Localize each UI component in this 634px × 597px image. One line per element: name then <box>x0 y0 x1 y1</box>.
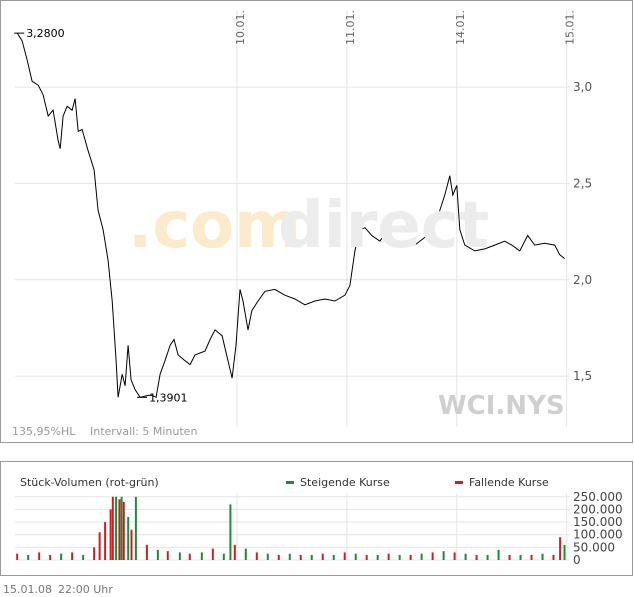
interval-note: Intervall: 5 Minuten <box>90 425 197 438</box>
y-tick-label: 200.000 <box>573 502 623 516</box>
y-tick-label: 250.000 <box>573 490 623 504</box>
volume-bar <box>266 553 269 560</box>
volume-bar <box>431 552 434 560</box>
volume-bar <box>563 544 566 560</box>
annotation-label: 1,3901 <box>149 391 188 404</box>
volume-bar <box>49 554 52 560</box>
volume-bar <box>486 554 489 560</box>
annotation-label: 3,2800 <box>26 27 65 40</box>
volume-bar <box>120 496 123 560</box>
volume-bar <box>16 553 19 560</box>
volume-bar <box>27 554 30 560</box>
price-frame <box>0 0 633 443</box>
legend-swatch <box>286 481 294 484</box>
volume-bar <box>109 509 112 560</box>
volume-bar <box>343 552 346 560</box>
volume-bar <box>104 522 107 560</box>
volume-bar <box>442 551 445 560</box>
watermark: .com direct WCI.NYS <box>128 189 565 421</box>
y-tick-label: 50.000 <box>573 540 615 554</box>
y-tick-label: 2,5 <box>573 176 592 190</box>
y-tick-label: 150.000 <box>573 515 623 529</box>
y-tick-label: 0 <box>573 553 581 567</box>
volume-bar <box>255 552 258 560</box>
volume-bar <box>376 554 379 560</box>
volume-bar <box>130 529 133 560</box>
volume-bar <box>519 554 522 560</box>
volume-bar <box>229 504 232 560</box>
volume-bar <box>354 553 357 560</box>
volume-bar <box>156 549 159 560</box>
volume-bar <box>134 496 137 560</box>
watermark-com: .com <box>128 189 301 263</box>
volume-bar <box>71 552 74 560</box>
volume-bar <box>409 554 412 560</box>
volume-bar <box>188 553 191 560</box>
volume-bar <box>118 499 121 560</box>
volume-bar <box>244 548 247 560</box>
volume-bar <box>497 549 500 560</box>
y-tick-label: 100.000 <box>573 528 623 542</box>
volume-bar <box>559 537 562 560</box>
volume-bar <box>178 552 181 560</box>
volume-bar <box>93 547 96 560</box>
volume-bar <box>277 554 280 560</box>
legend-label: Steigende Kurse <box>300 476 390 489</box>
volume-bar <box>222 553 225 560</box>
volume-bar <box>387 553 390 560</box>
y-tick-label: 3,0 <box>573 80 592 94</box>
volume-bar <box>552 554 555 560</box>
volume-bar <box>288 553 291 560</box>
volume-bar <box>464 553 467 560</box>
x-tick-label: 14.01. <box>454 10 467 45</box>
volume-bar <box>453 552 456 560</box>
volume-bar <box>365 554 368 560</box>
y-tick-label: 1,5 <box>573 369 592 383</box>
volume-bar <box>475 554 478 560</box>
volume-bar <box>310 554 313 560</box>
volume-bar <box>82 554 85 560</box>
x-tick-label: 10.01. <box>234 10 247 45</box>
volume-bar <box>111 496 114 560</box>
volume-bar <box>127 517 130 560</box>
range-note: 135,95%HL <box>12 425 76 438</box>
symbol: WCI.NYS <box>438 391 565 421</box>
volume-bar <box>321 553 324 560</box>
y-tick-label: 2,0 <box>573 273 592 287</box>
volume-title: Stück-Volumen (rot-grün) <box>20 476 159 489</box>
volume-bar <box>420 553 423 560</box>
volume-bar <box>38 552 41 560</box>
footer-date: 15.01.08 <box>3 583 52 596</box>
watermark-direct: direct <box>278 189 489 263</box>
volume-bar <box>98 532 101 560</box>
volume-bar <box>122 501 125 560</box>
volume-bar <box>145 544 148 560</box>
volume-bar <box>332 554 335 560</box>
price-line <box>16 32 566 399</box>
footer-time: 22:00 Uhr <box>58 583 113 596</box>
legend-label: Fallende Kurse <box>469 476 549 489</box>
volume-bar <box>398 554 401 560</box>
volume-bar <box>166 551 169 560</box>
x-tick-label: 15.01. <box>564 10 577 45</box>
volume-bar <box>200 552 203 560</box>
volume-bar <box>60 553 63 560</box>
volume-bar <box>115 496 118 560</box>
legend-swatch <box>455 481 463 484</box>
volume-bar <box>211 548 214 560</box>
volume-bar <box>508 554 511 560</box>
x-tick-label: 11.01. <box>344 10 357 45</box>
volume-bar <box>233 544 236 560</box>
volume-bar <box>530 554 533 560</box>
volume-bar <box>299 554 302 560</box>
volume-bar <box>541 553 544 560</box>
